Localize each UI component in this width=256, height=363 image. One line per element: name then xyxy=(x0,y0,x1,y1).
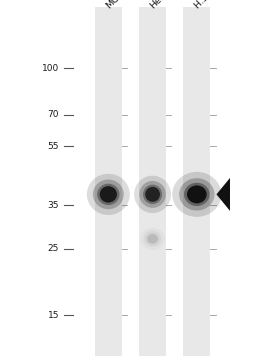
Ellipse shape xyxy=(93,180,124,209)
Polygon shape xyxy=(217,178,230,211)
Ellipse shape xyxy=(187,185,207,203)
Ellipse shape xyxy=(143,185,162,204)
Ellipse shape xyxy=(97,184,120,205)
Ellipse shape xyxy=(139,181,166,208)
Ellipse shape xyxy=(184,183,210,206)
Text: Hela: Hela xyxy=(149,0,170,10)
Bar xyxy=(139,7,166,356)
Ellipse shape xyxy=(146,233,159,245)
Ellipse shape xyxy=(134,176,171,213)
Text: 25: 25 xyxy=(48,244,59,253)
Ellipse shape xyxy=(172,172,221,217)
Text: 100: 100 xyxy=(42,64,59,73)
Ellipse shape xyxy=(87,174,130,215)
Ellipse shape xyxy=(144,231,162,247)
Text: MCF-7: MCF-7 xyxy=(104,0,132,10)
Bar xyxy=(95,7,122,356)
Text: 70: 70 xyxy=(48,110,59,119)
Bar xyxy=(183,7,210,356)
Ellipse shape xyxy=(179,178,215,211)
Ellipse shape xyxy=(145,187,160,202)
Ellipse shape xyxy=(100,186,117,203)
Ellipse shape xyxy=(148,234,157,243)
Text: H.skeletal muscle: H.skeletal muscle xyxy=(193,0,256,10)
Text: 35: 35 xyxy=(48,201,59,209)
Text: 55: 55 xyxy=(48,142,59,151)
Text: 15: 15 xyxy=(48,311,59,320)
Ellipse shape xyxy=(140,228,165,250)
